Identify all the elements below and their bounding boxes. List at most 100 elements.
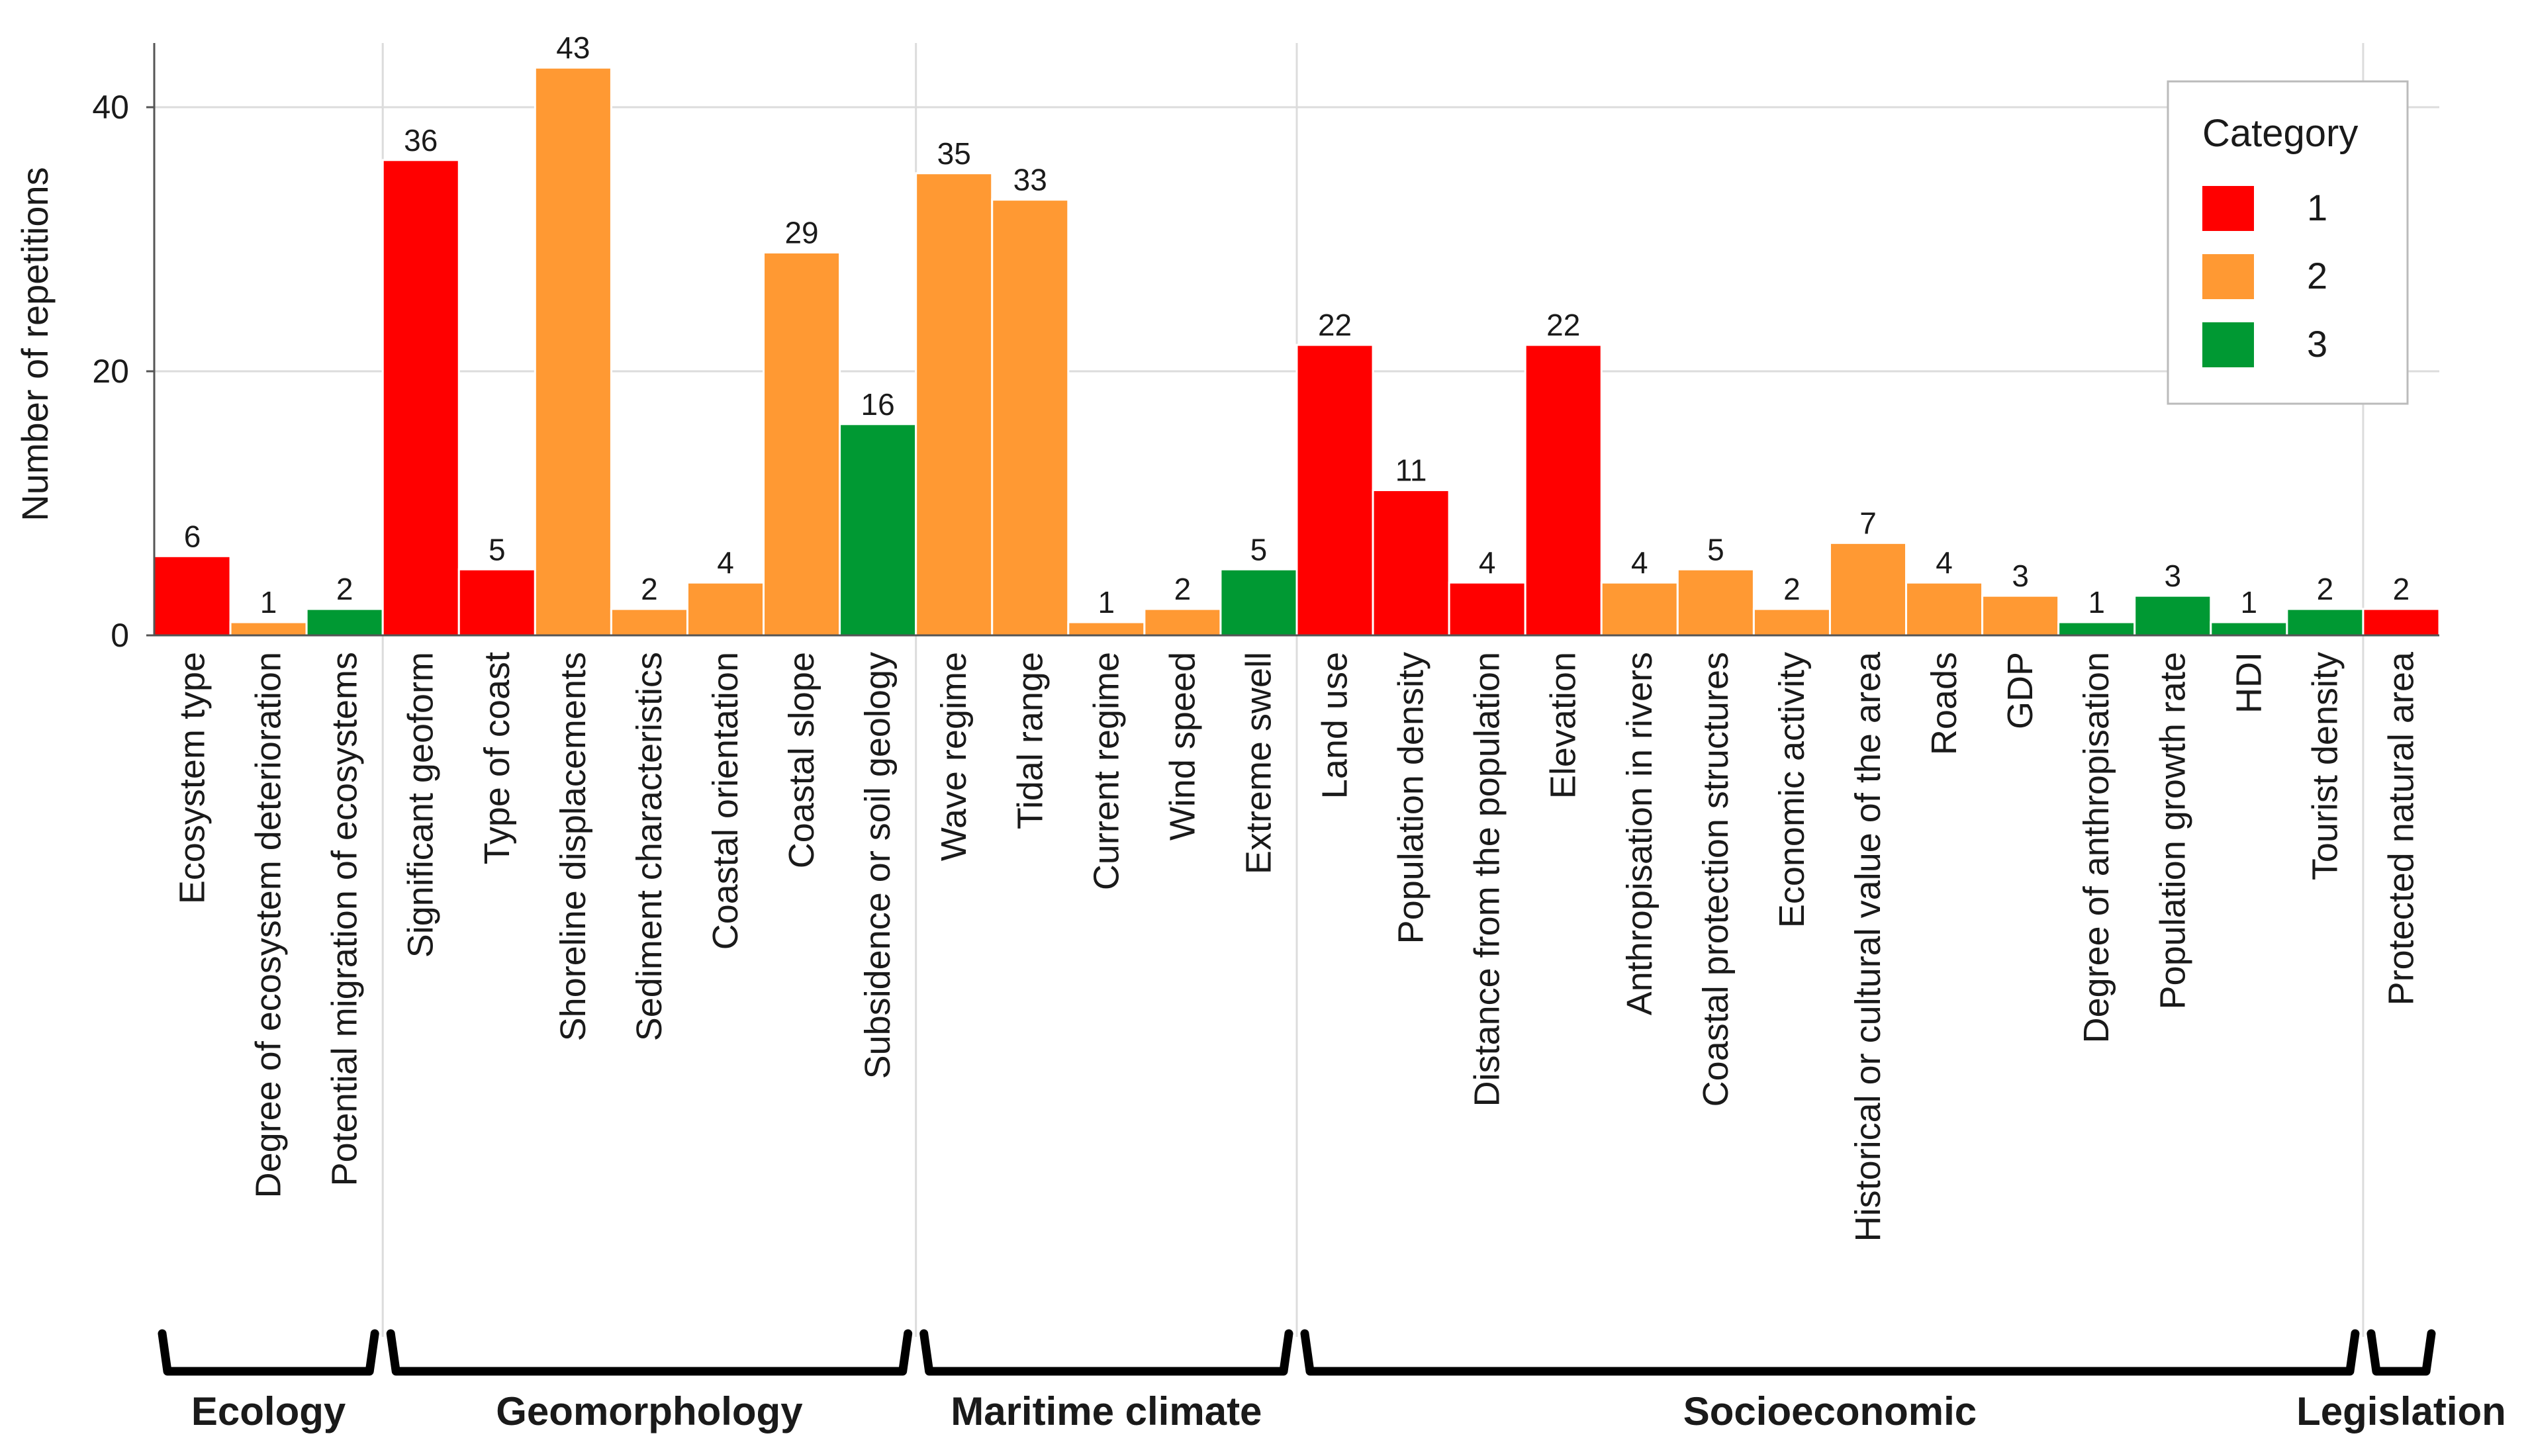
x-tick-label-potential-migration-of-ecosystems: Potential migration of ecosystems xyxy=(325,652,365,1186)
x-tick-label-coastal-slope: Coastal slope xyxy=(782,652,821,868)
legend-label-2: 2 xyxy=(2307,255,2327,296)
bar-distance-from-the-population xyxy=(1448,581,1526,637)
bracket-geomorphology xyxy=(386,1329,913,1376)
legend-label-1: 1 xyxy=(2307,187,2327,228)
bar-type-of-coast xyxy=(457,568,536,637)
x-tick-label-anthropisation-in-rivers: Anthropisation in rivers xyxy=(1620,652,1660,1015)
data-label-type-of-coast: 5 xyxy=(489,532,506,567)
data-label-sediment-characteristics: 2 xyxy=(641,572,658,606)
data-label-distance-from-the-population: 4 xyxy=(1479,545,1496,580)
bar-potential-migration-of-ecosystems xyxy=(305,608,384,637)
bar-subsidence-or-soil-geology xyxy=(839,423,917,637)
data-label-gdp: 3 xyxy=(2012,559,2029,593)
x-tick-label-shoreline-displacements: Shoreline displacements xyxy=(553,652,593,1041)
bar-tidal-range xyxy=(991,199,1070,637)
x-tick-label-population-density: Population density xyxy=(1391,652,1431,944)
legend-swatch-2 xyxy=(2202,254,2254,299)
legend-swatch-1 xyxy=(2202,186,2254,231)
data-label-population-density: 11 xyxy=(1395,453,1427,488)
x-tick-label-wave-regime: Wave regime xyxy=(934,652,974,861)
x-tick-label-current-regime: Current regime xyxy=(1086,652,1126,890)
x-tick-label-degree-of-ecosystem-deterioration: Degree of ecosystem deterioration xyxy=(249,652,289,1198)
x-tick-label-gdp: GDP xyxy=(2000,652,2040,729)
bar-population-growth-rate xyxy=(2133,594,2212,637)
data-label-potential-migration-of-ecosystems: 2 xyxy=(336,572,353,606)
x-tick-label-degree-of-anthropisation: Degree of anthropisation xyxy=(2077,652,2116,1043)
x-tick-label-population-growth-rate: Population growth rate xyxy=(2153,652,2192,1009)
group-label-socioeconomic: Socioeconomic xyxy=(1683,1389,1977,1433)
y-tick-label-20: 20 xyxy=(92,353,129,390)
group-label-ecology: Ecology xyxy=(191,1389,346,1433)
bar-protected-natural-area xyxy=(2362,608,2441,637)
bar-coastal-orientation xyxy=(686,581,765,637)
bar-current-regime xyxy=(1067,621,1146,637)
bar-hdi xyxy=(2210,621,2288,637)
data-label-land-use: 22 xyxy=(1318,308,1352,342)
group-brackets: Ecology Geomorphology Maritime climate Soci… xyxy=(158,1329,2506,1433)
bars xyxy=(153,66,2441,637)
data-label-hdi: 1 xyxy=(2241,585,2258,619)
bracket-legislation xyxy=(2366,1329,2436,1376)
legend: Category 1 2 3 xyxy=(2167,80,2409,405)
x-tick-label-significant-geoform: Significant geoform xyxy=(401,652,441,958)
bar-coastal-slope xyxy=(763,251,841,637)
y-axis-title: Number of repetitions xyxy=(14,167,56,521)
legend-label-3: 3 xyxy=(2307,323,2327,365)
data-label-historical-or-cultural-value-of-the-area: 7 xyxy=(1859,506,1877,540)
bar-historical-or-cultural-value-of-the-area xyxy=(1828,541,1908,637)
y-tick-label-40: 40 xyxy=(92,89,129,126)
bar-tourist-density xyxy=(2286,608,2365,637)
bar-population-density xyxy=(1372,489,1450,637)
legend-swatch-3 xyxy=(2202,322,2254,367)
x-tick-label-tidal-range: Tidal range xyxy=(1010,652,1050,829)
data-label-roads: 4 xyxy=(1936,545,1953,580)
x-tick-label-coastal-orientation: Coastal orientation xyxy=(706,652,745,950)
x-tick-label-type-of-coast: Type of coast xyxy=(477,652,517,864)
x-tick-label-subsidence-or-soil-geology: Subsidence or soil geology xyxy=(858,652,898,1079)
data-label-coastal-orientation: 4 xyxy=(717,545,734,580)
data-label-coastal-protection-structures: 5 xyxy=(1707,532,1724,567)
bar-wind-speed xyxy=(1143,608,1222,637)
x-tick-label-sediment-characteristics: Sediment characteristics xyxy=(630,652,669,1041)
data-label-degree-of-ecosystem-deterioration: 1 xyxy=(260,585,277,619)
legend-title: Category xyxy=(2202,112,2358,155)
data-label-tourist-density: 2 xyxy=(2317,572,2334,606)
y-axis-ticks: 0 20 40 xyxy=(92,89,129,654)
axes xyxy=(146,43,2439,637)
group-label-legislation: Legislation xyxy=(2296,1389,2506,1433)
x-tick-label-roads: Roads xyxy=(1924,652,1964,755)
bar-coastal-protection-structures xyxy=(1676,568,1755,637)
bar-economic-activity xyxy=(1752,608,1831,637)
x-tick-label-extreme-swell: Extreme swell xyxy=(1239,652,1278,874)
x-tick-label-elevation: Elevation xyxy=(1544,652,1583,799)
bar-shoreline-displacements xyxy=(534,66,612,637)
x-axis-ticks: Ecosystem type Degree of ecosystem deteri… xyxy=(173,651,2421,1242)
group-label-maritime-climate: Maritime climate xyxy=(951,1389,1262,1433)
x-tick-label-protected-natural-area: Protected natural area xyxy=(2381,651,2421,1005)
bar-ecosystem-type xyxy=(153,555,232,637)
data-label-extreme-swell: 5 xyxy=(1250,532,1268,567)
x-tick-label-distance-from-the-population: Distance from the population xyxy=(1468,652,1507,1107)
group-label-geomorphology: Geomorphology xyxy=(496,1389,803,1433)
bar-wave-regime xyxy=(915,172,994,637)
bar-degree-of-ecosystem-deterioration xyxy=(229,621,308,637)
data-label-current-regime: 1 xyxy=(1098,585,1115,619)
bar-roads xyxy=(1905,581,1984,637)
data-label-economic-activity: 2 xyxy=(1783,572,1801,606)
bar-anthropisation-in-rivers xyxy=(1600,581,1679,637)
x-tick-label-tourist-density: Tourist density xyxy=(2305,652,2345,880)
group-separators xyxy=(381,43,2365,1337)
data-label-elevation: 22 xyxy=(1546,308,1580,342)
bracket-socioeconomic xyxy=(1300,1329,2360,1376)
data-label-protected-natural-area: 2 xyxy=(2393,572,2410,606)
bar-gdp xyxy=(1981,594,2060,637)
data-label-wind-speed: 2 xyxy=(1174,572,1192,606)
bar-significant-geoform xyxy=(381,159,460,637)
data-label-significant-geoform: 36 xyxy=(404,123,438,158)
data-label-ecosystem-type: 6 xyxy=(184,519,201,553)
bracket-ecology xyxy=(158,1329,379,1376)
data-label-degree-of-anthropisation: 1 xyxy=(2088,585,2105,619)
x-tick-label-ecosystem-type: Ecosystem type xyxy=(173,652,212,904)
